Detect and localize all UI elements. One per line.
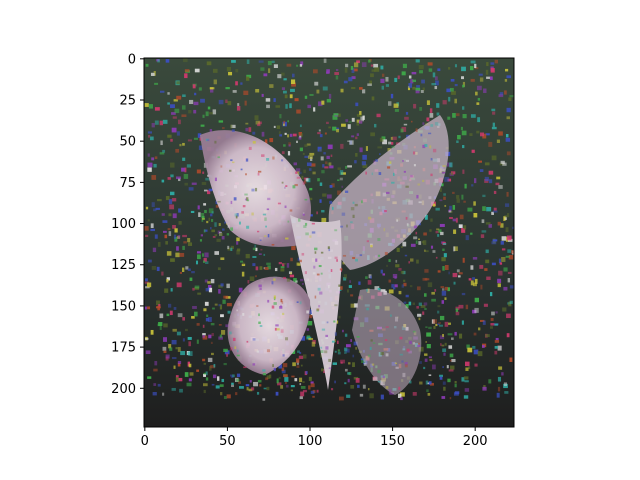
- y-tick-label: 175: [111, 341, 136, 356]
- y-tick-label: 0: [128, 52, 136, 67]
- x-tick-label: 0: [141, 434, 149, 449]
- x-axis: 0 50 100 150 200: [141, 427, 488, 449]
- lower-left-wing: [227, 276, 311, 375]
- x-tick-label: 150: [380, 434, 405, 449]
- y-tick-label: 100: [111, 217, 136, 232]
- image-noise-overlay: [200, 120, 452, 401]
- y-tick-label: 25: [119, 94, 136, 109]
- x-tick-label: 100: [298, 434, 323, 449]
- y-tick-label: 150: [111, 299, 136, 314]
- y-axis: 0 25 50 75 100 125 150 175 200: [111, 52, 144, 397]
- y-tick-label: 75: [119, 176, 136, 191]
- x-tick-label: 50: [219, 434, 236, 449]
- lower-right-wing: [352, 289, 422, 395]
- axes-frame: [143, 57, 515, 428]
- y-tick-label: 50: [119, 135, 136, 150]
- y-tick-label: 125: [111, 258, 136, 273]
- y-tick-label: 200: [111, 382, 136, 397]
- body: [290, 215, 342, 390]
- plot-area: [144, 58, 514, 427]
- x-tick-label: 200: [463, 434, 488, 449]
